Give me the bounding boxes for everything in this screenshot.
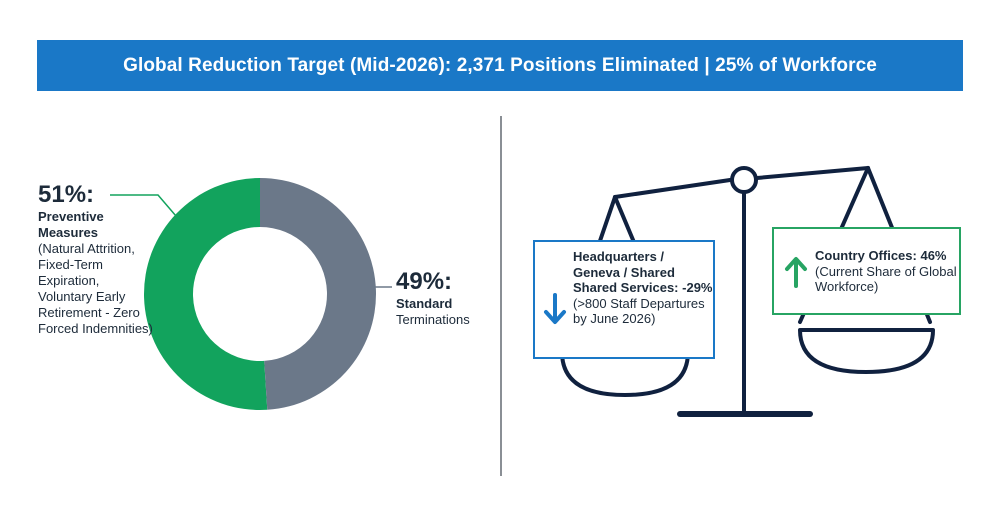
slice-detail-standard: Terminations — [396, 312, 470, 327]
scale-pivot — [730, 166, 758, 194]
headquarters-text: Headquarters / Geneva / Shared Shared Se… — [573, 249, 713, 327]
callout-line-preventive — [110, 194, 177, 217]
country-offices-text: Country Offices: 46% (Current Share of G… — [815, 248, 957, 295]
country-offices-title: Country Offices: — [815, 248, 917, 263]
section-divider — [500, 116, 502, 476]
slice-pct-standard: 49%: — [396, 268, 453, 295]
country-offices-detail: (Current Share of Global Workforce) — [815, 263, 957, 295]
country-offices-value: 46% — [920, 248, 947, 263]
donut-slice-standard — [260, 178, 376, 410]
donut-chart — [110, 178, 392, 410]
slice-label-standard: 49%: Standard Terminations — [396, 268, 496, 328]
header-title: Global Reduction Target (Mid-2026): 2,37… — [123, 54, 877, 76]
scale-beam-right — [755, 166, 870, 180]
header-banner: Global Reduction Target (Mid-2026): 2,37… — [37, 40, 963, 91]
headquarters-value: -29% — [682, 280, 713, 295]
slice-pct-preventive: 51%: — [38, 181, 95, 208]
headquarters-title: Headquarters / Geneva / Shared Shared Se… — [573, 249, 679, 295]
slice-category-preventive: Preventive Measures — [38, 209, 104, 240]
headquarters-detail: (>800 Staff Departures by June 2026) — [573, 295, 705, 327]
headquarters-callout-box: Headquarters / Geneva / Shared Shared Se… — [533, 240, 715, 359]
slice-detail-preventive: (Natural Attrition, Fixed-Term Expiratio… — [38, 241, 153, 336]
country-offices-callout-box: Country Offices: 46% (Current Share of G… — [772, 227, 961, 315]
slice-category-standard: Standard — [396, 296, 453, 311]
arrow-up-icon — [785, 257, 807, 288]
arrow-down-icon — [544, 293, 566, 324]
scale-beam-left — [613, 178, 732, 199]
right-pan — [798, 328, 935, 374]
donut-slice-preventive — [143, 178, 268, 410]
slice-label-preventive: 51%: Preventive Measures (Natural Attrit… — [38, 181, 153, 337]
left-pan — [560, 350, 690, 397]
